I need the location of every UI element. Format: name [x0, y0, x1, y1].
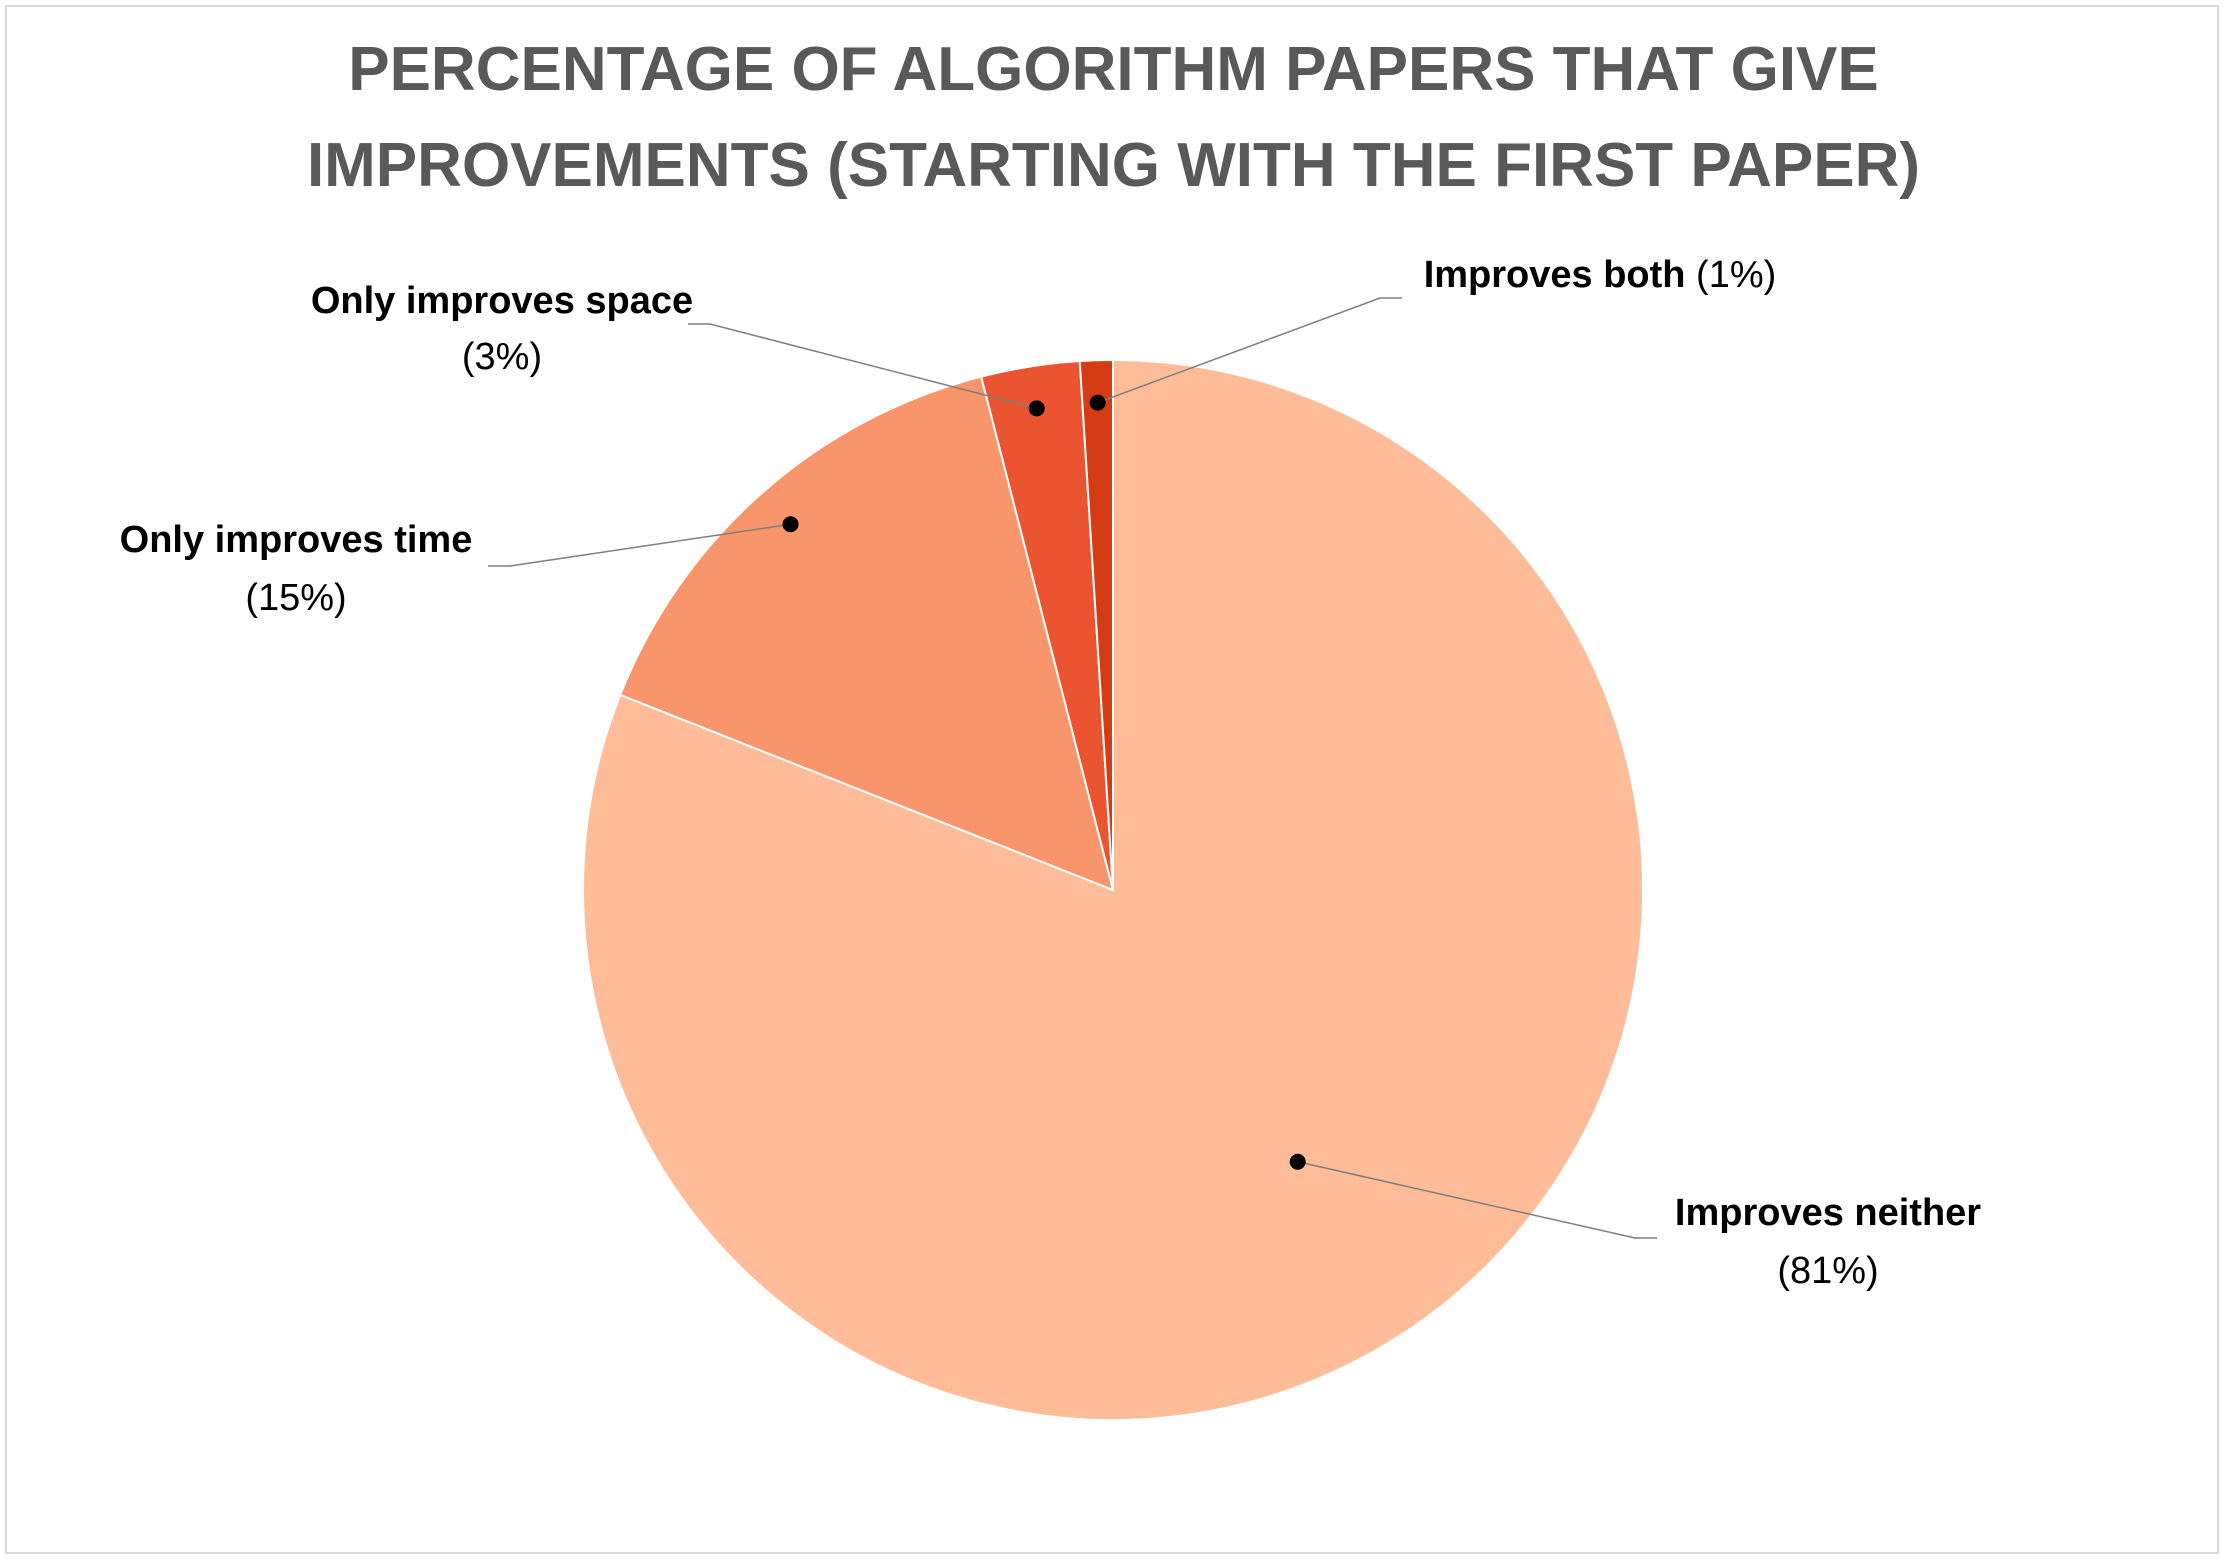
- leader-line-improves-neither: [1297, 1161, 1657, 1239]
- leader-line-improves-both: [1097, 297, 1402, 404]
- leader-dot-improves-both: [1089, 394, 1106, 411]
- data-label-value: (1%): [1686, 254, 1777, 296]
- data-label-value-only-improves-space: (3%): [462, 336, 542, 378]
- chart-title: PERCENTAGE OF ALGORITHM PAPERS THAT GIVE…: [0, 22, 2227, 214]
- leader-dot-improves-neither: [1289, 1153, 1306, 1170]
- chart-title-line-1: PERCENTAGE OF ALGORITHM PAPERS THAT GIVE: [348, 35, 1879, 104]
- data-label-name-only-improves-time: Only improves time: [120, 519, 473, 561]
- leader-line-only-improves-space: [688, 323, 1037, 410]
- data-label-value-improves-neither: (81%): [1777, 1250, 1878, 1292]
- pie-slice-improves-both: [1078, 358, 1114, 891]
- data-label-name: Improves both: [1424, 254, 1686, 296]
- leader-line-only-improves-time: [488, 523, 791, 567]
- pie-slice-only-improves-time: [618, 375, 1115, 892]
- data-label-name-improves-neither: Improves neither: [1675, 1192, 1981, 1234]
- slice-labels: Improves neither (81%) Only improves time (…: [120, 254, 1982, 1292]
- data-label-value-only-improves-time: (15%): [245, 577, 346, 619]
- data-label-improves-both: Improves both (1%): [1424, 254, 1777, 296]
- leader-lines: [488, 297, 1657, 1239]
- leader-dot-only-improves-time: [782, 516, 799, 533]
- data-label-name-only-improves-space: Only improves space: [311, 280, 693, 322]
- chart-title-line-2: IMPROVEMENTS (STARTING WITH THE FIRST PA…: [306, 131, 1921, 200]
- leader-dot-only-improves-space: [1028, 400, 1045, 417]
- pie-slices: [582, 358, 1644, 1421]
